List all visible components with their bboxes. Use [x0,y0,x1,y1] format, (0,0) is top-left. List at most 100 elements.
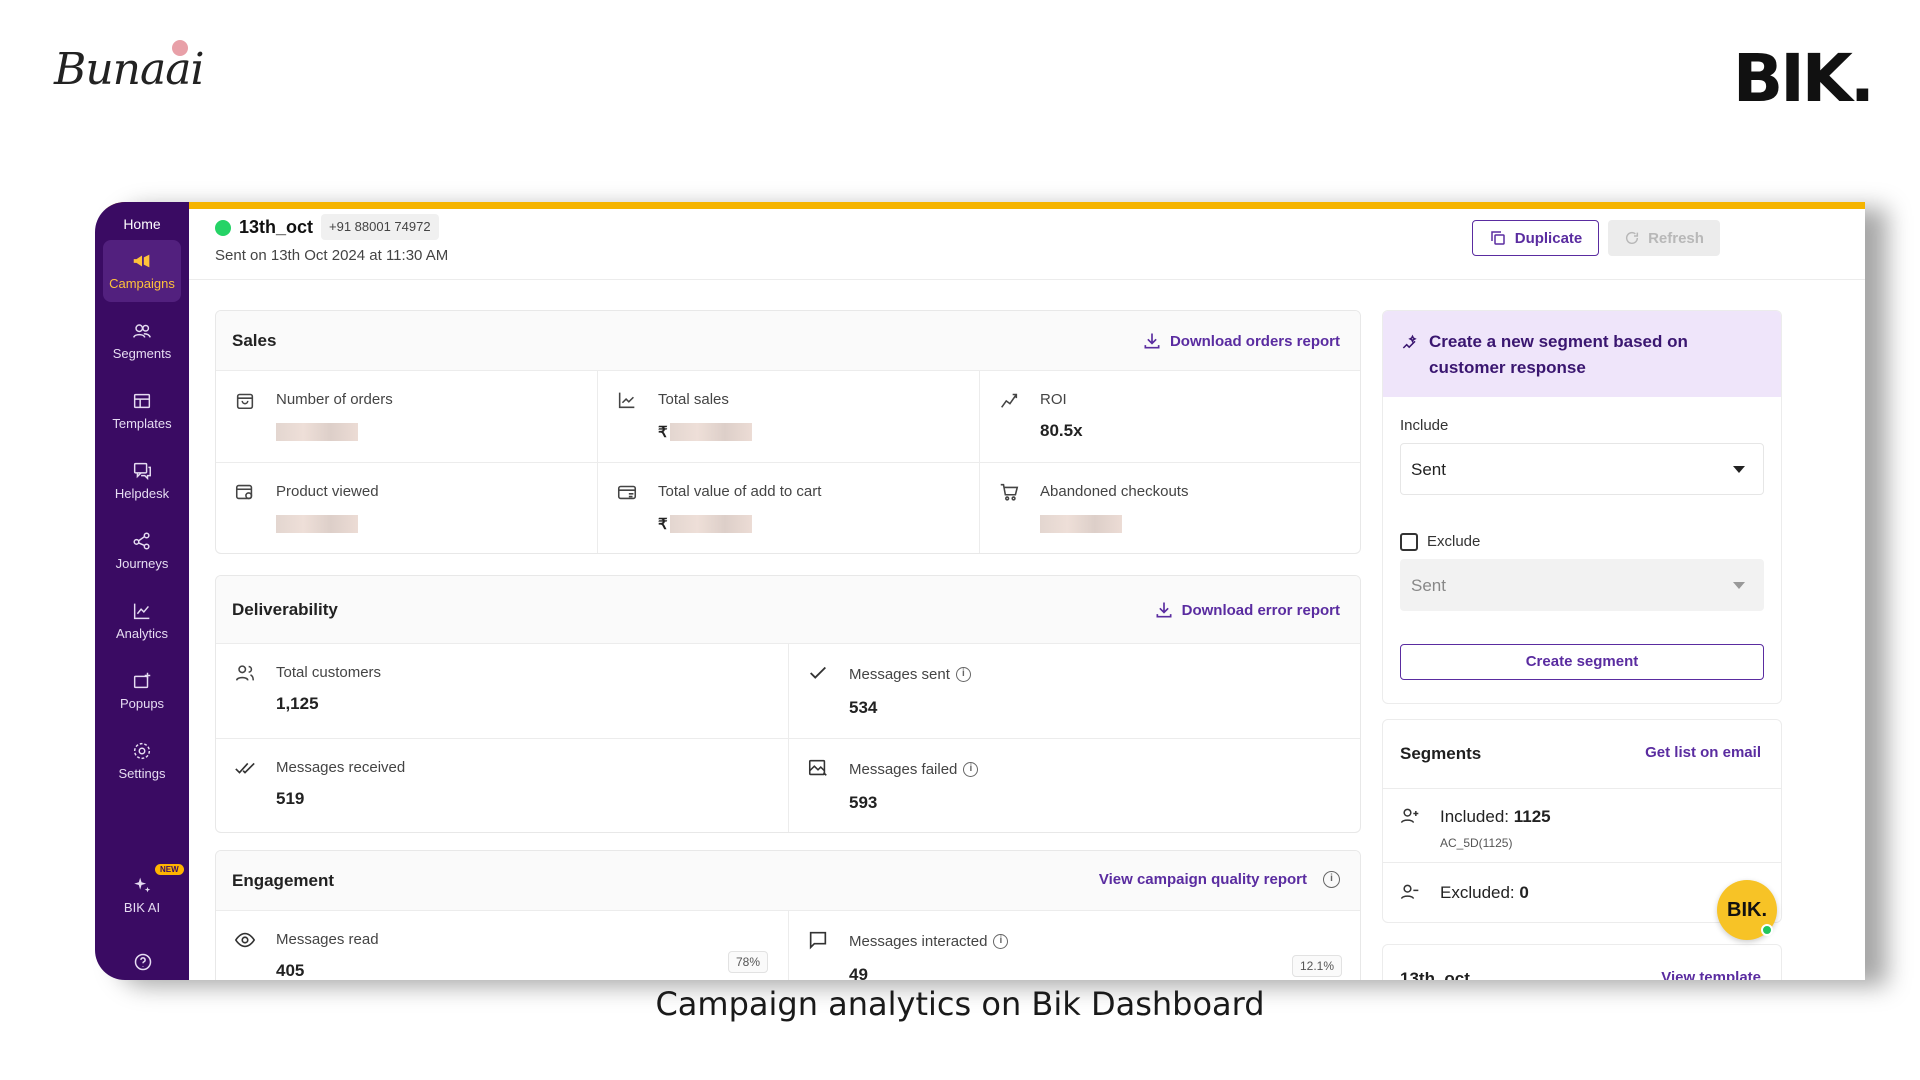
help-icon[interactable] [133,952,153,972]
template-card: 13th_oct View template [1382,944,1782,980]
sidebar-item-journeys[interactable]: Journeys [103,520,181,582]
metric-total-customers: Total customers 1,125 [216,644,789,739]
duplicate-button[interactable]: Duplicate [1472,220,1599,256]
deliverability-card: Deliverability Download error report Tot… [215,575,1361,833]
sparkle-icon [134,877,151,893]
metric-value [1040,513,1122,533]
segments-title: Segments [1400,744,1482,763]
metric-messages-read: Messages read 405 78% [216,911,789,980]
new-badge: NEW [155,864,184,875]
copy-icon [1490,231,1505,245]
divider [1383,862,1781,863]
check-icon [810,666,826,679]
percentage-badge: 78% [727,951,768,973]
exclude-select-value: Sent [1411,576,1446,595]
sidebar-item-settings[interactable]: Settings [103,730,181,792]
download-error-report-link[interactable]: Download error report [1154,600,1340,620]
sidebar-item-home[interactable]: Home [123,216,161,232]
chevron-down-icon [1733,582,1745,589]
include-label: Include [1400,417,1449,434]
metric-messages-failed: Messages failed i 593 [789,739,1360,832]
sales-card: Sales Download orders report Number of o… [215,310,1361,554]
product-view-icon [235,484,253,500]
metric-label: Product viewed [276,483,379,500]
include-select[interactable]: Sent [1400,443,1764,495]
sidebar-item-label: Journeys [115,556,169,571]
metric-value: ₹ [658,421,752,441]
metric-label: Total customers [276,664,382,681]
metric-number-of-orders: Number of orders [216,371,598,463]
sidebar-item-label: Popups [119,696,165,711]
metric-label: Abandoned checkouts [1040,483,1189,500]
sidebar-item-label: Segments [112,346,172,361]
sales-title: Sales [232,331,277,350]
metric-total-sales: Total sales ₹ [598,371,980,463]
trend-icon [1001,393,1018,408]
chat-icon [133,462,151,481]
template-name: 13th_oct [1400,969,1470,980]
sidebar-item-segments[interactable]: Segments [103,310,181,372]
line-chart-icon [618,392,635,409]
metric-label-text: Messages failed [849,761,958,778]
users-icon [235,665,255,681]
excluded-value: 0 [1519,883,1529,902]
duplicate-label: Duplicate [1514,229,1583,247]
create-segment-panel: Create a new segment based on customer r… [1382,310,1782,704]
include-select-value: Sent [1411,460,1446,479]
metric-label: Messages interacted i [849,933,1009,950]
info-icon[interactable]: i [1323,871,1340,888]
eye-icon [234,932,256,948]
create-segment-banner: Create a new segment based on customer r… [1383,311,1781,397]
metric-messages-sent: Messages sent i 534 [789,644,1360,739]
info-icon[interactable]: i [955,667,971,682]
megaphone-icon [133,254,150,268]
info-icon[interactable]: i [993,934,1009,949]
chevron-down-icon [1733,466,1745,473]
get-list-on-email-link[interactable]: Get list on email [1645,744,1761,761]
exclude-label: Exclude [1427,533,1481,550]
info-icon[interactable]: i [963,762,979,777]
refresh-label: Refresh [1648,229,1704,247]
user-plus-icon [1400,808,1419,823]
metric-value: 1,125 [276,694,319,713]
included-label: Included: [1440,807,1509,826]
redacted-value [669,422,752,441]
metric-label-text: Messages interacted [849,933,988,950]
view-campaign-quality-link[interactable]: View campaign quality report i [1099,871,1340,888]
gear-icon [133,742,151,760]
journey-icon [133,532,150,550]
sidebar-item-label: BIK AI [123,900,161,915]
sidebar-item-analytics[interactable]: Analytics [103,590,181,652]
metric-value [276,513,358,533]
currency-symbol: ₹ [658,515,668,533]
engagement-card-header: Engagement View campaign quality report … [216,851,1360,911]
create-segment-button[interactable]: Create segment [1400,644,1764,680]
sales-card-header: Sales Download orders report [216,311,1360,371]
sidebar-item-bik-ai[interactable]: NEW BIK AI [103,864,184,926]
sidebar-item-campaigns[interactable]: Campaigns [103,240,181,302]
sidebar-item-helpdesk[interactable]: Helpdesk [103,450,181,512]
bag-icon [236,393,254,410]
top-accent-bar [95,202,1865,209]
sidebar-item-label: Settings [118,766,166,781]
view-template-link[interactable]: View template [1661,969,1761,980]
sidebar-item-templates[interactable]: Templates [103,380,181,442]
failed-image-icon [808,759,827,776]
segments-panel: Segments Get list on email Included: 112… [1382,719,1782,923]
redacted-value [669,514,752,533]
exclude-select[interactable]: Sent [1400,559,1764,611]
engagement-card: Engagement View campaign quality report … [215,850,1361,980]
included-segment-code: AC_5D(1125) [1440,836,1513,850]
included-value: 1125 [1513,807,1551,826]
dashboard-screenshot: Home Campaigns Segments Templates Helpde… [95,202,1865,980]
chart-icon [133,603,150,620]
sidebar-item-popups[interactable]: Popups [103,660,181,722]
refresh-button[interactable]: Refresh [1608,220,1720,256]
metric-add-to-cart-value: Total value of add to cart ₹ [598,463,980,553]
bik-chat-bubble[interactable]: BIK. [1717,880,1777,940]
sidebar-item-label: Campaigns [109,276,175,291]
metric-messages-interacted: Messages interacted i 49 12.1% [789,911,1360,980]
download-orders-report-link[interactable]: Download orders report [1142,331,1340,351]
metric-value: 593 [849,793,878,812]
exclude-checkbox[interactable] [1400,533,1418,551]
